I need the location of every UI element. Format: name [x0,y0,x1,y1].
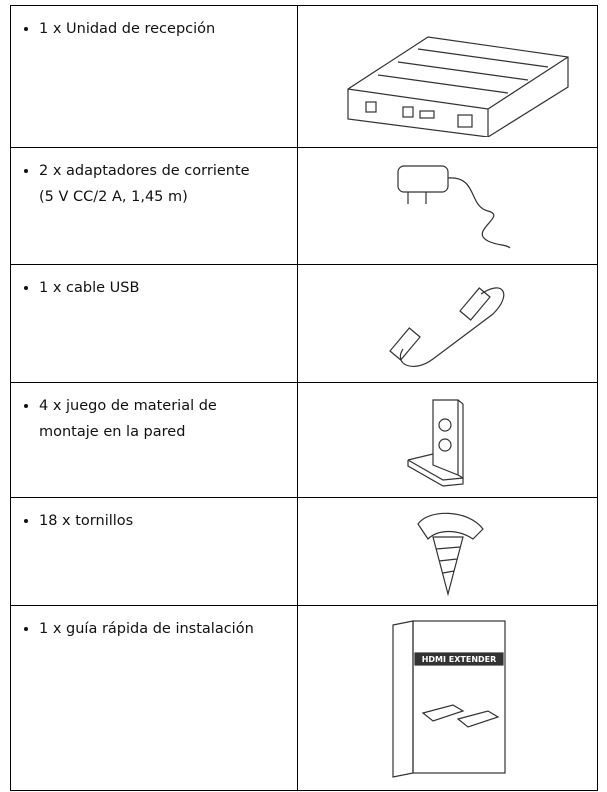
image-cell: HDMI EXTENDER [297,605,598,791]
image-cell [297,5,598,148]
item-cell: 1 x guía rápida de instalación [10,605,298,791]
guide-image: HDMI EXTENDER [391,620,506,778]
image-cell [297,382,598,498]
item-text: 4 x juego de material de montaje en la p… [39,393,264,445]
item-cell: 2 x adaptadores de corriente (5 V CC/2 A… [10,147,298,265]
image-cell [297,147,598,265]
usb-cable-image [388,286,504,367]
guide-title: HDMI EXTENDER [421,655,496,664]
item-cell: 1 x Unidad de recepción [10,5,298,148]
wall-mount-image [406,399,464,487]
adapter-image [396,165,510,249]
item-text: 1 x Unidad de recepción [39,16,264,42]
screw-image [416,512,484,596]
item-cell: 18 x tornillos [10,497,298,606]
item-cell: 1 x cable USB [10,264,298,383]
item-text: 1 x cable USB [39,275,264,301]
item-text: 1 x guía rápida de instalación [39,616,264,642]
image-cell [297,497,598,606]
item-cell: 4 x juego de material de montaje en la p… [10,382,298,498]
item-text: 2 x adaptadores de corriente (5 V CC/2 A… [39,158,264,210]
items-table: 1 x Unidad de recepción 2 x adaptadores … [10,5,598,791]
item-text: 18 x tornillos [39,508,264,534]
image-cell [297,264,598,383]
receiver-image [346,35,569,137]
